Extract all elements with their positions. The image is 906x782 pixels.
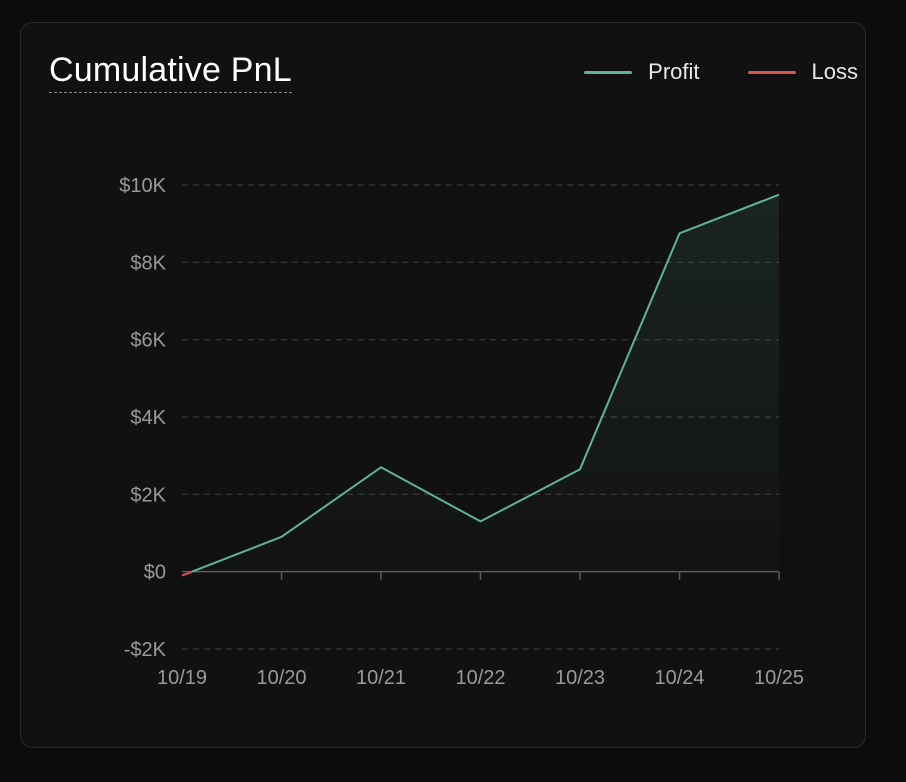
- chart-legend: Profit Loss: [584, 58, 858, 86]
- data-point[interactable]: [773, 189, 785, 201]
- x-tick-label: 10/25: [754, 667, 804, 689]
- legend-label-profit: Profit: [648, 59, 700, 84]
- series-layer: [176, 189, 785, 582]
- x-axis-labels: 10/19 10/20 10/21 10/22 10/23 10/24 10/25: [157, 667, 804, 689]
- x-tick-label: 10/23: [555, 667, 605, 689]
- x-tick-label: 10/22: [455, 667, 505, 689]
- x-tick-label: 10/19: [157, 667, 207, 689]
- legend-item-profit[interactable]: Profit: [584, 58, 700, 86]
- chart-title: Cumulative PnL: [49, 50, 292, 93]
- y-tick-label: $6K: [130, 330, 166, 352]
- y-tick-label: $4K: [130, 407, 166, 429]
- y-tick-label: $0: [144, 562, 166, 584]
- y-tick-label: -$2K: [124, 639, 167, 661]
- data-point[interactable]: [674, 227, 686, 239]
- legend-item-loss[interactable]: Loss: [747, 58, 858, 86]
- x-tick-label: 10/20: [256, 667, 306, 689]
- y-axis-labels: -$2K $0 $2K $4K $6K $8K $10K: [119, 175, 166, 661]
- x-axis: [182, 570, 780, 580]
- x-tick-label: 10/24: [654, 667, 704, 689]
- data-point[interactable]: [276, 531, 288, 543]
- data-point[interactable]: [475, 515, 487, 527]
- data-point[interactable]: [375, 461, 387, 473]
- profit-line: [191, 193, 780, 573]
- x-tick-label: 10/21: [356, 667, 406, 689]
- legend-label-loss: Loss: [811, 59, 858, 84]
- y-tick-label: $8K: [130, 252, 166, 274]
- profit-area: [191, 194, 779, 572]
- y-tick-label: $2K: [130, 484, 166, 506]
- legend-swatch-loss: [747, 70, 796, 74]
- y-tick-label: $10K: [119, 175, 166, 197]
- legend-swatch-profit: [584, 70, 633, 74]
- data-point[interactable]: [176, 570, 188, 582]
- data-point[interactable]: [574, 463, 586, 475]
- loss-line: [181, 570, 193, 577]
